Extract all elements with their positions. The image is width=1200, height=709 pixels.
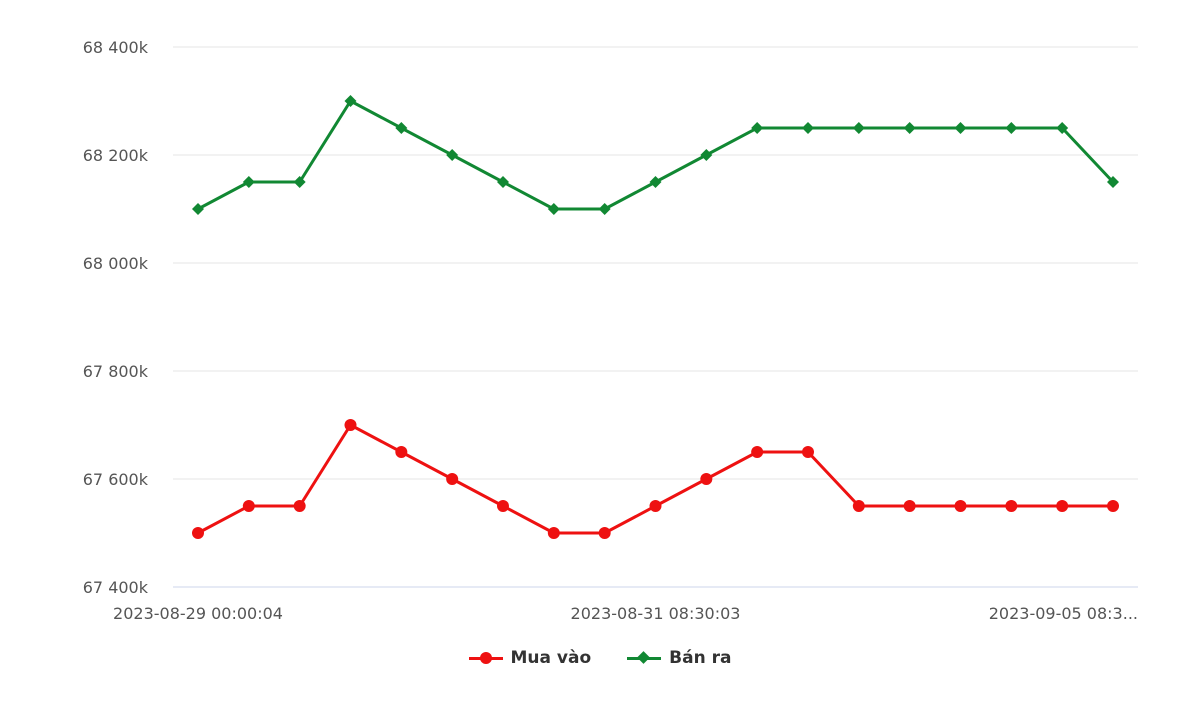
data-point-ban-ra — [497, 176, 509, 188]
legend: Mua vào Bán ra — [0, 648, 1200, 668]
data-point-mua-vao — [852, 500, 865, 512]
y-tick-label: 67 600k — [83, 470, 149, 489]
y-tick-label: 68 000k — [83, 254, 149, 273]
legend-symbol-ban-ra — [627, 650, 662, 666]
data-point-mua-vao — [192, 527, 204, 539]
data-point-ban-ra — [547, 203, 560, 215]
legend-item-mua-vao[interactable]: Mua vào — [468, 648, 592, 668]
data-point-ban-ra — [852, 122, 865, 134]
data-point-mua-vao — [649, 500, 662, 512]
y-tick-label: 68 200k — [83, 146, 149, 165]
data-point-ban-ra — [395, 122, 408, 134]
data-point-mua-vao — [903, 500, 916, 512]
data-point-ban-ra — [903, 122, 916, 134]
data-point-ban-ra — [751, 122, 764, 134]
x-tick-label: 2023-08-29 00:00:04 — [113, 604, 283, 623]
data-point-ban-ra — [954, 122, 967, 134]
data-point-ban-ra — [700, 149, 713, 161]
x-tick-label: 2023-09-05 08:3... — [989, 604, 1138, 623]
line-chart: 67 400k 67 600k 67 800k 68 000k 68 200k 68 40… — [83, 38, 1138, 623]
data-point-mua-vao — [547, 527, 560, 539]
data-point-ban-ra — [293, 176, 306, 188]
legend-symbol-mua-vao — [468, 650, 503, 666]
legend-label-mua-vao: Mua vào — [510, 648, 592, 668]
data-point-ban-ra — [802, 122, 814, 134]
data-point-mua-vao — [751, 446, 764, 458]
data-point-ban-ra — [1107, 176, 1119, 188]
data-point-ban-ra — [598, 203, 611, 215]
data-point-ban-ra — [446, 149, 459, 161]
data-point-mua-vao — [446, 473, 459, 485]
data-point-mua-vao — [802, 446, 814, 458]
data-point-mua-vao — [954, 500, 967, 512]
data-point-mua-vao — [1056, 500, 1069, 512]
data-point-ban-ra — [1005, 122, 1018, 134]
data-point-ban-ra — [1056, 122, 1069, 134]
y-tick-label: 68 400k — [83, 38, 149, 57]
data-point-mua-vao — [344, 419, 357, 431]
y-tick-label: 67 400k — [83, 578, 149, 597]
data-point-mua-vao — [293, 500, 306, 512]
data-point-mua-vao — [242, 500, 255, 512]
data-point-ban-ra — [344, 95, 357, 107]
data-point-mua-vao — [700, 473, 713, 485]
y-tick-label: 67 800k — [83, 362, 149, 381]
data-point-mua-vao — [1005, 500, 1018, 512]
x-tick-label: 2023-08-31 08:30:03 — [571, 604, 741, 623]
data-point-mua-vao — [395, 446, 408, 458]
legend-item-ban-ra[interactable]: Bán ra — [627, 648, 731, 668]
data-point-mua-vao — [497, 500, 509, 512]
legend-label-ban-ra: Bán ra — [669, 648, 732, 668]
data-point-mua-vao — [1107, 500, 1119, 512]
data-point-mua-vao — [598, 527, 611, 539]
data-point-ban-ra — [242, 176, 255, 188]
data-point-ban-ra — [649, 176, 662, 188]
data-point-ban-ra — [192, 203, 204, 215]
